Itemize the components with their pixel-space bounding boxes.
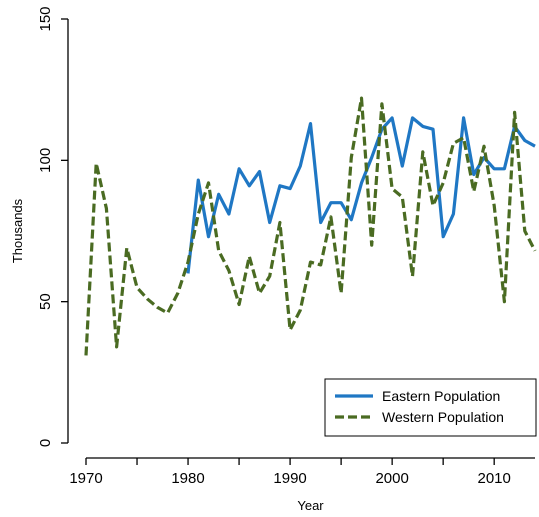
x-axis-title: Year [297, 498, 324, 513]
x-tick-label: 1980 [171, 470, 204, 487]
series-line-western [84, 96, 537, 356]
legend-label: Western Population [382, 409, 504, 425]
x-tick-label: 1990 [273, 470, 306, 487]
y-tick-label: 50 [37, 293, 54, 310]
series-line-eastern [186, 116, 536, 274]
legend-label: Eastern Population [382, 388, 500, 404]
y-axis-ticks: 0 50 100 150 [37, 6, 68, 447]
legend: Eastern Population Western Population [324, 378, 537, 437]
x-axis-ticks: 1970 1980 1990 2000 2010 [69, 458, 511, 487]
legend-items: Eastern Population Western Population [335, 388, 504, 425]
x-tick-label: 2000 [375, 470, 408, 487]
y-axis-title: Thousands [10, 198, 25, 263]
x-tick-label: 1970 [69, 470, 102, 487]
series-layer [84, 96, 537, 356]
legend-box [324, 378, 537, 437]
y-tick-label: 0 [37, 439, 54, 447]
y-tick-label: 150 [37, 6, 54, 31]
axes [67, 19, 535, 459]
y-tick-label: 100 [37, 148, 54, 173]
x-tick-label: 2010 [477, 470, 510, 487]
